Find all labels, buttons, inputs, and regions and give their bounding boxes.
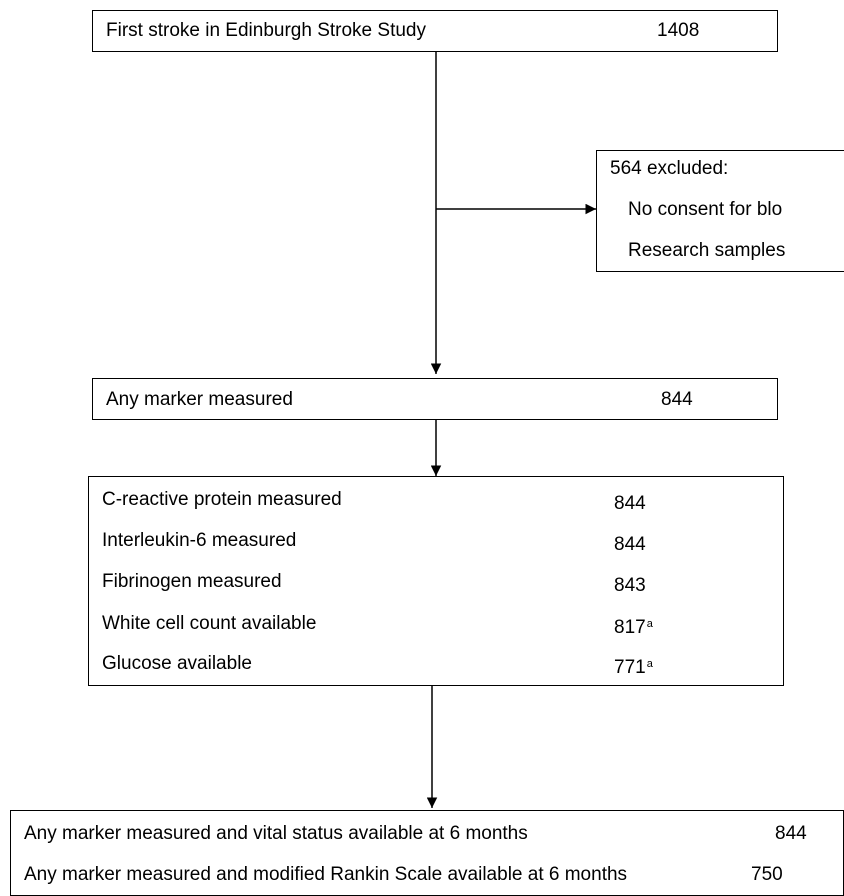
footnote-marker: a [646, 658, 653, 670]
any-marker-count: 844 [661, 389, 693, 410]
marker-count: 844 [614, 493, 646, 514]
marker-count: 817a [614, 617, 653, 638]
outcomes-box: Any marker measured and vital status ava… [10, 810, 844, 896]
marker-label: White cell count available [102, 613, 317, 634]
excluded-title: 564 excluded: [610, 158, 729, 179]
any-marker-box: Any marker measured 844 [92, 378, 778, 420]
excluded-reason: No consent for blo [628, 199, 783, 220]
marker-label: C-reactive protein measured [102, 489, 342, 510]
marker-label: Interleukin-6 measured [102, 530, 297, 551]
marker-count: 844 [614, 534, 646, 555]
footnote-marker: a [646, 618, 653, 630]
outcome-count: 750 [751, 864, 783, 885]
outcome-count: 844 [775, 823, 807, 844]
marker-count: 771a [614, 657, 653, 678]
outcome-label: Any marker measured and modified Rankin … [24, 864, 628, 885]
markers-box: C-reactive protein measured 844 Interleu… [88, 476, 784, 686]
any-marker-label: Any marker measured [106, 389, 293, 410]
excluded-reason: Research samples [628, 240, 786, 261]
excluded-box: 564 excluded: No consent for blo Researc… [596, 150, 844, 272]
marker-label: Fibrinogen measured [102, 571, 282, 592]
outcome-label: Any marker measured and vital status ava… [24, 823, 528, 844]
start-label: First stroke in Edinburgh Stroke Study [106, 20, 426, 41]
start-count: 1408 [657, 20, 700, 41]
marker-count: 843 [614, 575, 646, 596]
marker-label: Glucose available [102, 653, 252, 674]
start-box: First stroke in Edinburgh Stroke Study 1… [92, 10, 778, 52]
